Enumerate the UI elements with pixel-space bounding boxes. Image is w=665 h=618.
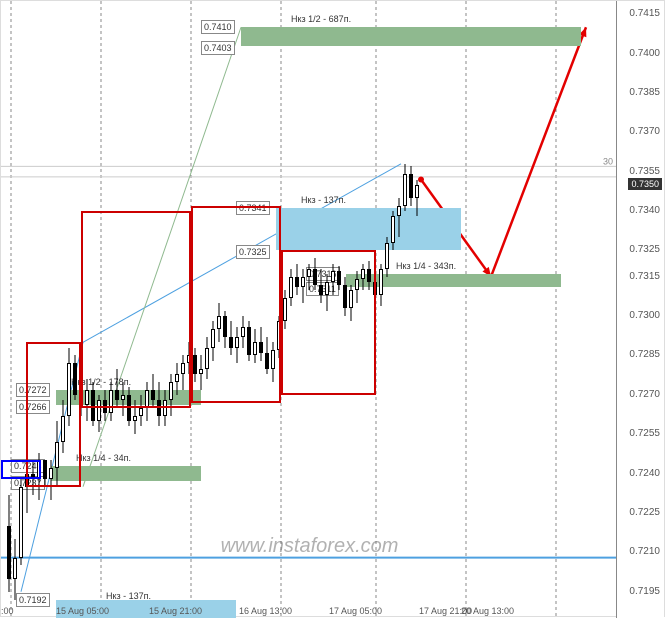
- y-tick: 0.7400: [629, 48, 660, 59]
- y-tick: 0.7255: [629, 428, 660, 439]
- candle: [36, 1, 41, 618]
- x-label: 15 Aug 21:00: [149, 606, 202, 616]
- current-price-badge: 0.7350: [628, 178, 662, 190]
- svg-text:30: 30: [603, 156, 613, 166]
- candle: [396, 1, 401, 618]
- x-label: 20 Aug 13:00: [461, 606, 514, 616]
- y-tick: 0.7240: [629, 468, 660, 479]
- candle: [402, 1, 407, 618]
- candle: [30, 1, 35, 618]
- watermark: www.instaforex.com: [221, 535, 399, 558]
- y-tick: 0.7340: [629, 205, 660, 216]
- y-tick: 0.7270: [629, 389, 660, 400]
- candle: [12, 1, 17, 618]
- y-tick: 0.7225: [629, 507, 660, 518]
- candle: [18, 1, 23, 618]
- y-tick: 0.7325: [629, 244, 660, 255]
- candle: [42, 1, 47, 618]
- plot-area[interactable]: 30 0.74100.7403Нкз 1/2 - 687п.0.73410.73…: [1, 1, 618, 618]
- red-box: [191, 206, 281, 403]
- candle: [24, 1, 29, 618]
- y-tick: 0.7385: [629, 87, 660, 98]
- x-label: :00: [1, 606, 14, 616]
- candle: [48, 1, 53, 618]
- y-tick: 0.7315: [629, 271, 660, 282]
- candle: [414, 1, 419, 618]
- x-label: 17 Aug 05:00: [329, 606, 382, 616]
- y-tick: 0.7370: [629, 126, 660, 137]
- candle: [384, 1, 389, 618]
- y-tick: 0.7285: [629, 349, 660, 360]
- candle: [6, 1, 11, 618]
- candle: [66, 1, 71, 618]
- blue-box: [1, 460, 41, 478]
- x-label: 16 Aug 13:00: [239, 606, 292, 616]
- candle: [54, 1, 59, 618]
- candle: [72, 1, 77, 618]
- candle: [60, 1, 65, 618]
- candle: [378, 1, 383, 618]
- red-box: [281, 250, 376, 394]
- y-tick: 0.7415: [629, 8, 660, 19]
- y-tick: 0.7300: [629, 310, 660, 321]
- chart-container: 30 0.74100.7403Нкз 1/2 - 687п.0.73410.73…: [0, 0, 665, 617]
- y-axis: 0.7415 0.7400 0.7385 0.7370 0.7355 0.7340 0.73…: [616, 1, 664, 618]
- y-tick: 0.7210: [629, 546, 660, 557]
- candle: [408, 1, 413, 618]
- x-label: 15 Aug 05:00: [56, 606, 109, 616]
- y-tick: 0.7355: [629, 166, 660, 177]
- candle: [390, 1, 395, 618]
- y-tick: 0.7195: [629, 586, 660, 597]
- red-box: [81, 211, 191, 408]
